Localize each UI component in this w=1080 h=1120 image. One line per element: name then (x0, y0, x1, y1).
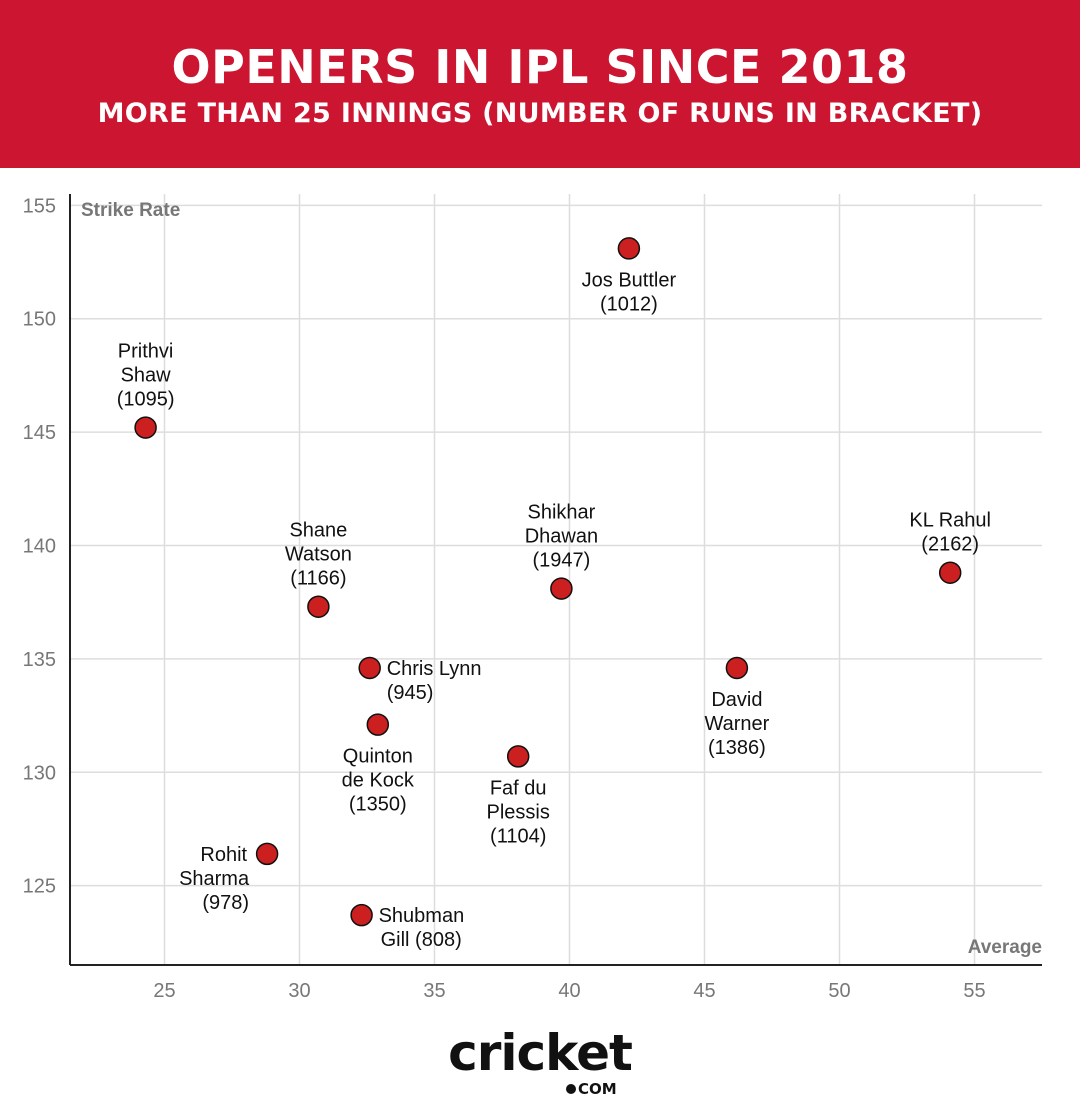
data-label: David (711, 689, 762, 711)
data-label: (2162) (921, 534, 979, 556)
y-axis-title: Strike Rate (81, 200, 180, 221)
data-point (550, 577, 573, 600)
logo-suffix: COM (578, 1080, 617, 1098)
x-tick-label: 35 (423, 980, 445, 1002)
data-label: Shikhar (527, 502, 595, 524)
data-label: (1386) (708, 737, 766, 759)
data-label: Shaw (121, 365, 172, 387)
y-tick-label: 125 (23, 876, 56, 898)
data-label: Dhawan (525, 526, 598, 548)
data-label: Watson (285, 544, 352, 566)
data-label: (1166) (290, 568, 346, 590)
scatter-chart: 25 30 35 40 45 50 55 125 130 135 140 145 150 155 Strik… (23, 194, 1042, 1002)
x-tick-label: 30 (288, 980, 310, 1002)
data-label: Plessis (487, 801, 550, 823)
header-banner: OPENERS IN IPL SINCE 2018 MORE THAN 25 I… (0, 0, 1080, 168)
y-tick-label: 140 (23, 535, 56, 557)
data-point (358, 656, 381, 680)
y-tick-label: 145 (23, 422, 56, 444)
data-label: Rohit (200, 844, 247, 866)
data-label: (1095) (117, 389, 175, 411)
y-tick-label: 130 (23, 762, 56, 784)
data-label: Prithvi (118, 341, 174, 363)
data-point (938, 561, 962, 584)
data-point (134, 416, 157, 439)
data-label: Chris Lynn (387, 658, 482, 680)
data-label: (1104) (490, 825, 546, 847)
x-tick-label: 40 (558, 980, 580, 1002)
chart-subtitle: MORE THAN 25 INNINGS (NUMBER OF RUNS IN … (97, 98, 983, 129)
x-tick-label: 25 (153, 980, 175, 1002)
data-point (617, 237, 641, 260)
chart-title: OPENERS IN IPL SINCE 2018 (171, 40, 909, 94)
data-point (725, 656, 749, 680)
data-point (366, 713, 390, 736)
logo-wordmark: cricket (448, 1024, 633, 1082)
data-label: Jos Buttler (582, 269, 677, 291)
data-label: Gill (808) (381, 929, 462, 951)
data-label: Shane (289, 520, 347, 542)
data-label: Shubman (379, 905, 465, 927)
data-point (350, 903, 373, 927)
data-label: Sharma (179, 868, 250, 890)
data-label: (1947) (532, 550, 590, 572)
data-label: (978) (202, 892, 249, 914)
data-label: Warner (704, 713, 769, 735)
x-tick-label: 50 (828, 980, 850, 1002)
data-label: KL Rahul (909, 510, 991, 532)
data-point (255, 842, 279, 866)
y-tick-label: 150 (23, 309, 56, 331)
data-label: de Kock (342, 770, 415, 792)
y-tick-label: 135 (23, 649, 56, 671)
data-label: Faf du (490, 777, 547, 799)
x-axis-title: Average (968, 937, 1042, 958)
data-label: (1012) (600, 293, 658, 315)
data-label: (1350) (349, 794, 407, 816)
cricket-com-logo: cricket COM (0, 1024, 1080, 1098)
y-tick-label: 155 (23, 195, 56, 217)
data-label: (945) (387, 682, 434, 704)
x-tick-label: 45 (693, 980, 715, 1002)
data-point (307, 595, 330, 618)
data-point (506, 745, 530, 768)
logo-dot-icon (566, 1084, 576, 1094)
x-tick-label: 55 (963, 980, 985, 1002)
data-label: Quinton (343, 746, 413, 768)
